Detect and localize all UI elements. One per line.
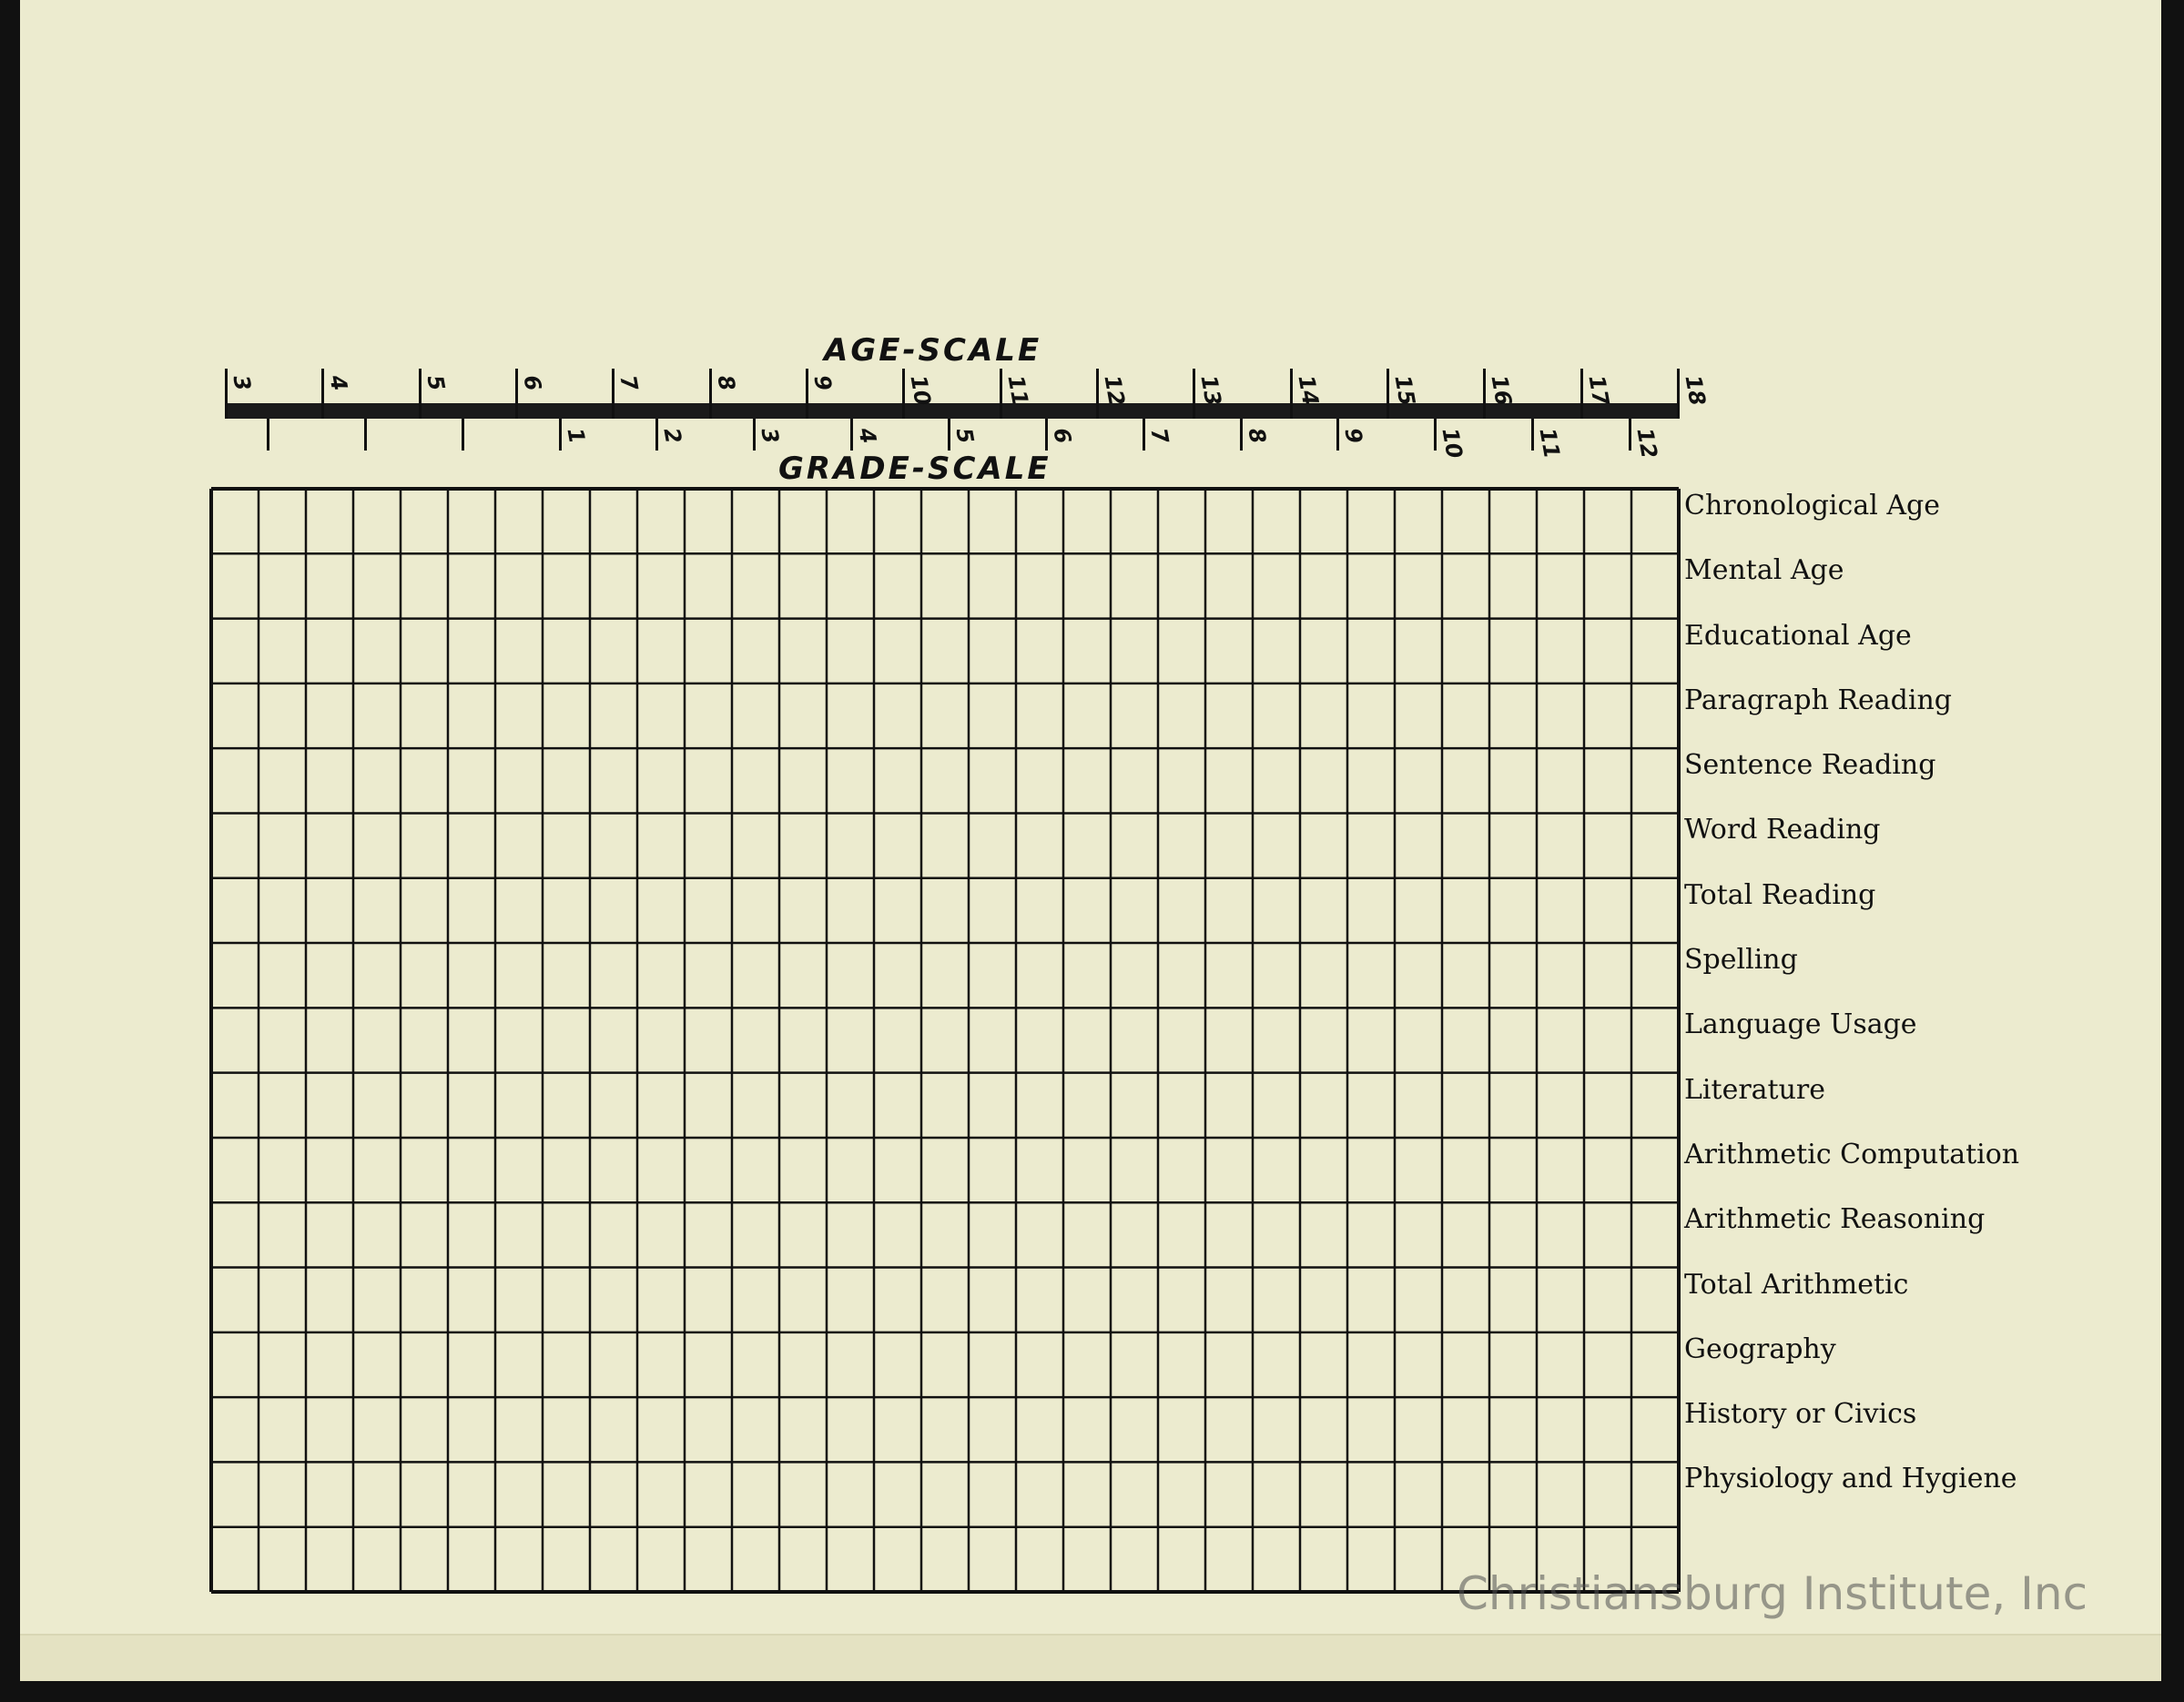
grade-tick	[1629, 419, 1631, 451]
row-label: Arithmetic Reasoning	[1684, 1203, 1986, 1236]
age-tick-label: 10	[905, 373, 937, 408]
row-label: Arithmetic Computation	[1684, 1138, 2020, 1170]
row-label: Physiology and Hygiene	[1684, 1463, 2017, 1495]
row-label: Paragraph Reading	[1684, 684, 1952, 716]
row-label: Language Usage	[1684, 1008, 1917, 1041]
age-tick-label: 18	[1680, 373, 1711, 408]
row-label: Chronological Age	[1684, 490, 1940, 522]
score-grid[interactable]	[209, 487, 1681, 1594]
row-label: Sentence Reading	[1684, 749, 1936, 782]
paper-bottom-strip	[20, 1634, 2161, 1681]
age-scale-title: AGE-SCALE	[824, 332, 1042, 369]
row-label: Word Reading	[1684, 814, 1881, 846]
grade-tick	[753, 419, 757, 451]
grade-tick	[850, 419, 854, 451]
paper-sheet	[20, 0, 2161, 1679]
age-tick	[321, 369, 325, 419]
grade-tick	[948, 419, 950, 451]
age-tick	[1193, 369, 1196, 419]
age-tick	[612, 369, 615, 419]
age-tick-label: 12	[1099, 373, 1130, 408]
grade-tick	[1434, 419, 1437, 451]
age-tick	[708, 369, 712, 419]
grade-tick	[363, 419, 367, 451]
row-label: History or Civics	[1684, 1398, 1917, 1431]
row-label: Total Reading	[1684, 878, 1876, 911]
age-tick	[1580, 369, 1583, 419]
age-tick	[225, 369, 228, 419]
age-scale-bar	[226, 403, 1678, 419]
age-tick-label: 14	[1293, 373, 1324, 408]
age-tick-label: 17	[1583, 373, 1614, 408]
age-tick-label: 16	[1486, 373, 1518, 408]
grade-tick	[1336, 419, 1340, 451]
age-tick	[515, 369, 518, 419]
age-tick	[1096, 369, 1099, 419]
grade-tick	[1531, 419, 1535, 451]
watermark: Christiansburg Institute, Inc	[1457, 1567, 2088, 1620]
grade-scale-title: GRADE-SCALE	[778, 451, 1051, 487]
grade-tick	[655, 419, 659, 451]
age-tick	[806, 369, 808, 419]
grade-tick	[1239, 419, 1243, 451]
grade-tick	[558, 419, 562, 451]
row-label: Spelling	[1684, 944, 1798, 977]
row-label: Literature	[1684, 1073, 1826, 1106]
row-label: Mental Age	[1684, 554, 1844, 587]
age-tick-label: 11	[1002, 373, 1033, 408]
row-label: Educational Age	[1684, 619, 1912, 652]
age-tick	[1483, 369, 1487, 419]
row-label: Total Arithmetic	[1684, 1268, 1909, 1301]
age-tick	[1677, 369, 1680, 419]
grade-tick	[1044, 419, 1048, 451]
age-tick	[1387, 369, 1389, 419]
grade-tick-label: 11	[1534, 426, 1565, 461]
grade-tick-label: 12	[1631, 426, 1662, 461]
row-label: Geography	[1684, 1332, 1836, 1365]
age-tick	[999, 369, 1002, 419]
age-tick	[418, 369, 422, 419]
age-tick-label: 13	[1195, 373, 1227, 408]
age-tick	[902, 369, 906, 419]
grade-tick-label: 10	[1437, 426, 1468, 461]
age-tick-label: 15	[1389, 373, 1420, 408]
grade-tick	[461, 419, 464, 451]
grade-tick	[1142, 419, 1145, 451]
grade-tick	[267, 419, 269, 451]
age-tick	[1289, 369, 1293, 419]
